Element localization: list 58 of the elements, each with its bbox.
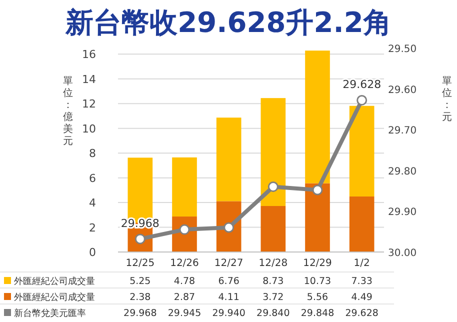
y-tick-label: 12: [82, 98, 96, 111]
y-tick-label: 2: [89, 221, 96, 234]
y-tick-label: 6: [89, 172, 96, 185]
point: [224, 222, 234, 233]
bar: [216, 118, 242, 202]
data-label: 4.11: [218, 292, 240, 303]
data-label: 8.73: [262, 276, 284, 287]
y-axis-title: 單位：億美元: [63, 76, 73, 147]
y2-tick-label: 29.50: [388, 44, 417, 55]
data-label: 2.38: [130, 292, 151, 303]
data-label: 4.78: [174, 276, 196, 287]
legend-label: 外匯經紀公司成交量: [14, 276, 95, 287]
data-label: 29.940: [212, 308, 246, 319]
bar: [349, 106, 374, 196]
legend-label: 新台幣兌美元匯率: [14, 308, 86, 319]
point: [268, 181, 278, 192]
annotation: 29.628: [342, 78, 382, 92]
data-label: 5.56: [306, 292, 328, 303]
bar: [349, 196, 374, 252]
data-label: 29.628: [345, 308, 378, 319]
point: [312, 184, 323, 196]
x-tick-label: 12/29: [303, 258, 332, 269]
bar: [305, 50, 330, 184]
data-label: 6.76: [218, 276, 240, 287]
data-label: 29.968: [124, 308, 157, 319]
y-tick-label: 10: [82, 122, 96, 136]
y2-tick-label: 30.00: [388, 248, 417, 259]
bar: [305, 183, 330, 252]
data-label: 2.87: [174, 292, 196, 303]
x-tick-label: 12/27: [214, 258, 244, 269]
data-label: 5.25: [130, 276, 151, 287]
y-tick-label: 4: [89, 196, 96, 210]
x-tick-label: 12/26: [170, 258, 199, 269]
y2-tick-label: 29.80: [388, 166, 417, 178]
bar: [260, 98, 286, 206]
data-label: 29.945: [168, 308, 202, 319]
data-label: 4.49: [351, 292, 372, 303]
x-tick-label: 12/25: [126, 258, 155, 269]
y-tick-label: 14: [82, 72, 96, 86]
y2-tick-label: 29.90: [388, 207, 417, 218]
data-label: 29.848: [300, 308, 334, 319]
y-tick-label: 16: [82, 48, 96, 62]
y2-axis-title: 單位：元: [442, 76, 452, 123]
y2-tick-label: 29.70: [388, 126, 417, 137]
bar: [260, 206, 286, 252]
data-label: 10.73: [304, 276, 332, 287]
y-tick-label: 8: [89, 147, 96, 160]
y2-tick-label: 29.60: [388, 84, 417, 96]
x-tick-label: 1/2: [354, 258, 370, 269]
bar: [172, 157, 197, 217]
y-tick-label: 0: [89, 246, 96, 259]
legend-label: 外匯經紀公司成交量: [14, 292, 95, 303]
data-label: 7.33: [351, 276, 372, 287]
x-tick-label: 12/28: [258, 258, 288, 269]
point: [356, 94, 368, 106]
data-label: 3.72: [262, 292, 284, 303]
chart-title: 新台幣收29.628升2.2角: [64, 6, 392, 39]
data-label: 29.840: [256, 308, 290, 319]
